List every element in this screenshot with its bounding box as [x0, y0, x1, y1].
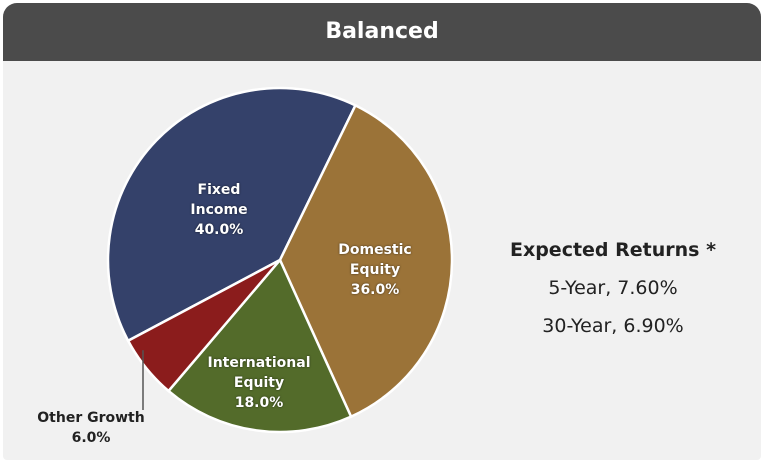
slice-category: Fixed Income	[190, 182, 248, 218]
card: Balanced Expected Returns * 5-Year, 7.60…	[3, 3, 761, 460]
slice-label: Fixed Income 40.0%	[184, 180, 254, 240]
slice-category: Other Growth	[37, 410, 145, 426]
slice-category: Domestic Equity	[338, 242, 412, 278]
slice-value: 36.0%	[350, 282, 400, 298]
slice-label: Domestic Equity 36.0%	[335, 240, 415, 300]
chart-title: Balanced	[3, 3, 761, 61]
slice-category: International Equity	[207, 355, 311, 391]
pie-slice	[106, 86, 358, 343]
pie-slice	[126, 258, 281, 393]
returns-line: 5-Year, 7.60%	[548, 277, 678, 299]
slice-value: 6.0%	[71, 430, 111, 446]
pie-chart	[106, 86, 454, 434]
returns-heading: Expected Returns *	[509, 239, 717, 261]
slice-value: 40.0%	[194, 222, 244, 238]
slice-label: International Equity 18.0%	[194, 353, 324, 413]
pie-slice	[278, 103, 454, 419]
slice-label: Other Growth 6.0%	[26, 408, 156, 448]
returns-line: 30-Year, 6.90%	[542, 315, 684, 337]
pie-slice	[166, 257, 353, 434]
slice-value: 18.0%	[234, 395, 284, 411]
returns-panel: Expected Returns * 5-Year, 7.60% 30-Year…	[473, 231, 753, 345]
